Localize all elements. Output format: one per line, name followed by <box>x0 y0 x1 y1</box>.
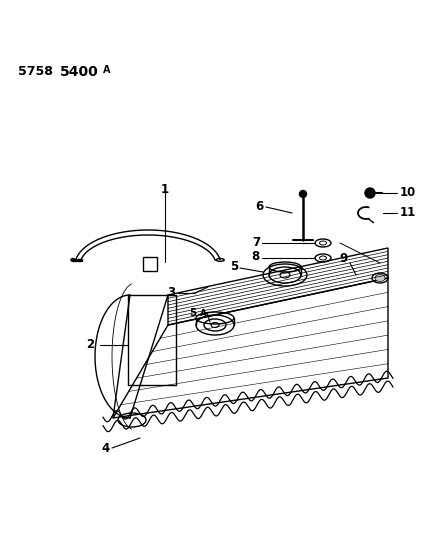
Text: A: A <box>103 65 111 75</box>
Text: 9: 9 <box>340 252 348 264</box>
Text: 6: 6 <box>256 200 264 214</box>
Text: 2: 2 <box>86 338 94 351</box>
Text: 10: 10 <box>400 185 416 198</box>
Text: 4: 4 <box>102 441 110 455</box>
Text: A: A <box>200 309 207 318</box>
Circle shape <box>365 188 375 198</box>
Text: 7: 7 <box>252 236 260 248</box>
Text: 5758: 5758 <box>18 65 53 78</box>
Circle shape <box>299 190 306 198</box>
Bar <box>143 257 157 271</box>
Text: 1: 1 <box>161 183 169 196</box>
Text: 5: 5 <box>189 308 196 318</box>
Text: 8: 8 <box>252 251 260 263</box>
Text: 5400: 5400 <box>60 65 99 79</box>
Text: 3: 3 <box>167 287 175 300</box>
Ellipse shape <box>375 274 385 281</box>
Text: 11: 11 <box>400 206 416 220</box>
Text: 5: 5 <box>230 260 238 272</box>
